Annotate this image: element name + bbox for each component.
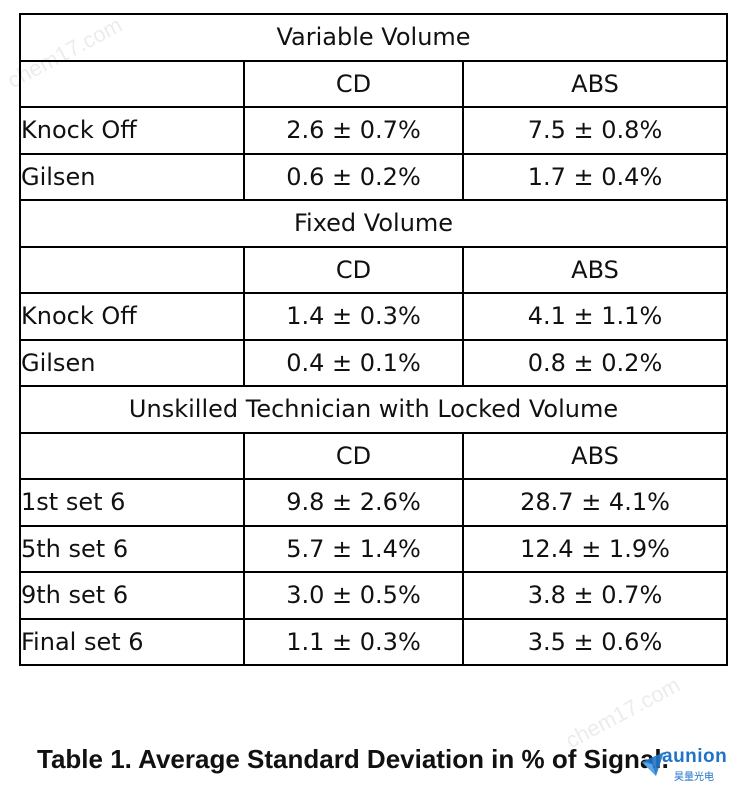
cd-value: 0.6 ± 0.2% (243, 152, 464, 201)
logo-name: aunion (662, 746, 728, 767)
abs-header: ABS (461, 431, 729, 480)
row-label: Gilsen (19, 152, 245, 201)
row-label: 5th set 6 (19, 524, 245, 573)
cd-value: 5.7 ± 1.4% (243, 524, 464, 573)
table-row: 9th set 6 3.0 ± 0.5% 3.8 ± 0.7% (19, 571, 729, 620)
abs-header: ABS (461, 245, 729, 294)
row-label: Knock Off (19, 292, 245, 341)
table-row: Knock Off 2.6 ± 0.7% 7.5 ± 0.8% (19, 106, 729, 155)
row-label-header (19, 59, 245, 108)
table-row: Final set 6 1.1 ± 0.3% 3.5 ± 0.6% (19, 617, 729, 666)
cd-header: CD (243, 245, 464, 294)
column-header-row: CD ABS (19, 245, 729, 294)
table-row: Gilsen 0.4 ± 0.1% 0.8 ± 0.2% (19, 338, 729, 387)
cd-value: 1.4 ± 0.3% (243, 292, 464, 341)
aunion-logo-mark-icon (642, 752, 664, 776)
cd-header: CD (243, 59, 464, 108)
table-row: 1st set 6 9.8 ± 2.6% 28.7 ± 4.1% (19, 478, 729, 527)
abs-value: 12.4 ± 1.9% (461, 524, 729, 573)
aunion-logo: aunion 昊量光电 (640, 744, 748, 784)
watermark-text: chem17.com (561, 671, 685, 754)
column-header-row: CD ABS (19, 59, 729, 108)
cd-value: 0.4 ± 0.1% (243, 338, 464, 387)
abs-value: 3.5 ± 0.6% (461, 617, 729, 666)
logo-subtitle: 昊量光电 (674, 772, 714, 783)
cd-value: 3.0 ± 0.5% (243, 571, 464, 620)
section-title: Fixed Volume (18, 199, 729, 248)
section-title: Unskilled Technician with Locked Volume (18, 385, 729, 434)
cd-value: 9.8 ± 2.6% (243, 478, 464, 527)
table-row: 5th set 6 5.7 ± 1.4% 12.4 ± 1.9% (19, 524, 729, 573)
row-label: Final set 6 (19, 617, 245, 666)
row-label-header (19, 431, 245, 480)
cd-value: 1.1 ± 0.3% (243, 617, 464, 666)
row-label-header (19, 245, 245, 294)
section-title-row: Fixed Volume (18, 199, 729, 248)
column-header-row: CD ABS (19, 431, 729, 480)
cd-value: 2.6 ± 0.7% (243, 106, 464, 155)
section-title-row: Variable Volume (18, 13, 729, 62)
abs-value: 0.8 ± 0.2% (461, 338, 729, 387)
section-title-row: Unskilled Technician with Locked Volume (18, 385, 729, 434)
section-title: Variable Volume (18, 13, 729, 62)
row-label: 9th set 6 (19, 571, 245, 620)
abs-header: ABS (461, 59, 729, 108)
row-label: Gilsen (19, 338, 245, 387)
abs-value: 1.7 ± 0.4% (461, 152, 729, 201)
abs-value: 4.1 ± 1.1% (461, 292, 729, 341)
row-label: 1st set 6 (19, 478, 245, 527)
abs-value: 28.7 ± 4.1% (461, 478, 729, 527)
cd-header: CD (243, 431, 464, 480)
table-row: Knock Off 1.4 ± 0.3% 4.1 ± 1.1% (19, 292, 729, 341)
deviation-table: Variable Volume CD ABS Knock Off 2.6 ± 0… (18, 13, 729, 666)
abs-value: 3.8 ± 0.7% (461, 571, 729, 620)
table-caption: Table 1. Average Standard Deviation in %… (37, 744, 669, 774)
abs-value: 7.5 ± 0.8% (461, 106, 729, 155)
row-label: Knock Off (19, 106, 245, 155)
table-row: Gilsen 0.6 ± 0.2% 1.7 ± 0.4% (19, 152, 729, 201)
